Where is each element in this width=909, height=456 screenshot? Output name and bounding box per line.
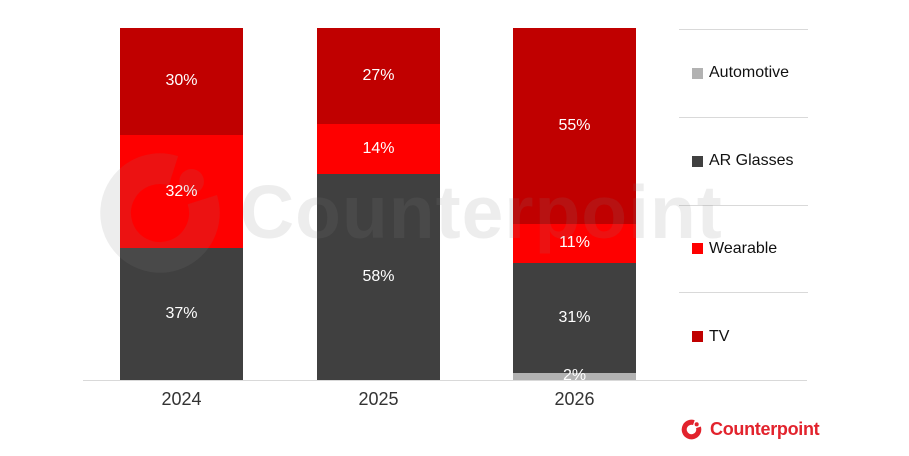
legend-item-ar-glasses: AR Glasses: [679, 116, 808, 205]
legend-label-tv: TV: [709, 327, 730, 345]
bar-segment-wearable-2024: 32%: [120, 134, 243, 249]
legend-item-tv: TV: [679, 292, 808, 380]
data-label-tv-2026: 55%: [558, 116, 591, 134]
bar-2026: 2% 31% 11% 55% 2026: [513, 28, 636, 409]
bar-2025: 58% 14% 27% 2025: [317, 28, 440, 409]
legend-item-wearable: Wearable: [679, 204, 808, 293]
x-axis-label-2024: 2024: [161, 389, 202, 409]
legend-swatch-wearable: [692, 243, 703, 255]
data-label-ar-glasses-2025: 58%: [362, 267, 395, 285]
data-label-tv-2024: 30%: [165, 72, 198, 90]
legend-label-wearable: Wearable: [709, 239, 778, 257]
x-axis-label-2026: 2026: [554, 389, 595, 409]
bar-segment-ar-glasses-2024: 37%: [120, 248, 243, 380]
data-label-wearable-2024: 32%: [165, 182, 198, 200]
bar-segment-wearable-2026: 11%: [513, 223, 636, 263]
data-label-ar-glasses-2026: 31%: [558, 308, 591, 326]
bar-segment-automotive-2026: 2%: [513, 367, 636, 384]
bar-segment-ar-glasses-2025: 58%: [317, 173, 440, 380]
legend-item-automotive: Automotive: [679, 29, 808, 117]
data-label-ar-glasses-2024: 37%: [165, 305, 198, 323]
bar-stack-2026: 2% 31% 11% 55%: [513, 28, 636, 384]
bar-segment-ar-glasses-2026: 31%: [513, 262, 636, 373]
counterpoint-logo: Counterpoint: [681, 419, 820, 440]
bar-segment-wearable-2025: 14%: [317, 124, 440, 174]
data-label-automotive-2026: 2%: [562, 367, 587, 385]
bar-stack-2024: 37% 32% 30%: [120, 27, 243, 380]
bar-segment-tv-2025: 27%: [317, 28, 440, 125]
data-label-tv-2025: 27%: [362, 67, 395, 85]
legend-label-automotive: Automotive: [709, 64, 790, 82]
bar-2024: 37% 32% 30% 2024: [120, 27, 243, 409]
counterpoint-logo-text: Counterpoint: [710, 419, 820, 439]
counterpoint-logo-icon: [681, 419, 702, 440]
legend-label-ar-glasses: AR Glasses: [709, 152, 794, 170]
legend-swatch-tv: [692, 331, 703, 343]
legend-swatch-ar-glasses: [692, 155, 703, 167]
x-axis-line: [83, 380, 807, 381]
bar-stack-2025: 58% 14% 27%: [317, 28, 440, 380]
legend: Automotive AR Glasses Wearable TV: [679, 29, 808, 380]
data-label-wearable-2025: 14%: [362, 139, 395, 157]
x-axis-label-2025: 2025: [358, 389, 399, 409]
bar-segment-tv-2026: 55%: [513, 28, 636, 224]
bar-segment-tv-2024: 30%: [120, 27, 243, 135]
data-label-wearable-2026: 11%: [559, 234, 590, 252]
legend-swatch-automotive: [692, 67, 703, 79]
